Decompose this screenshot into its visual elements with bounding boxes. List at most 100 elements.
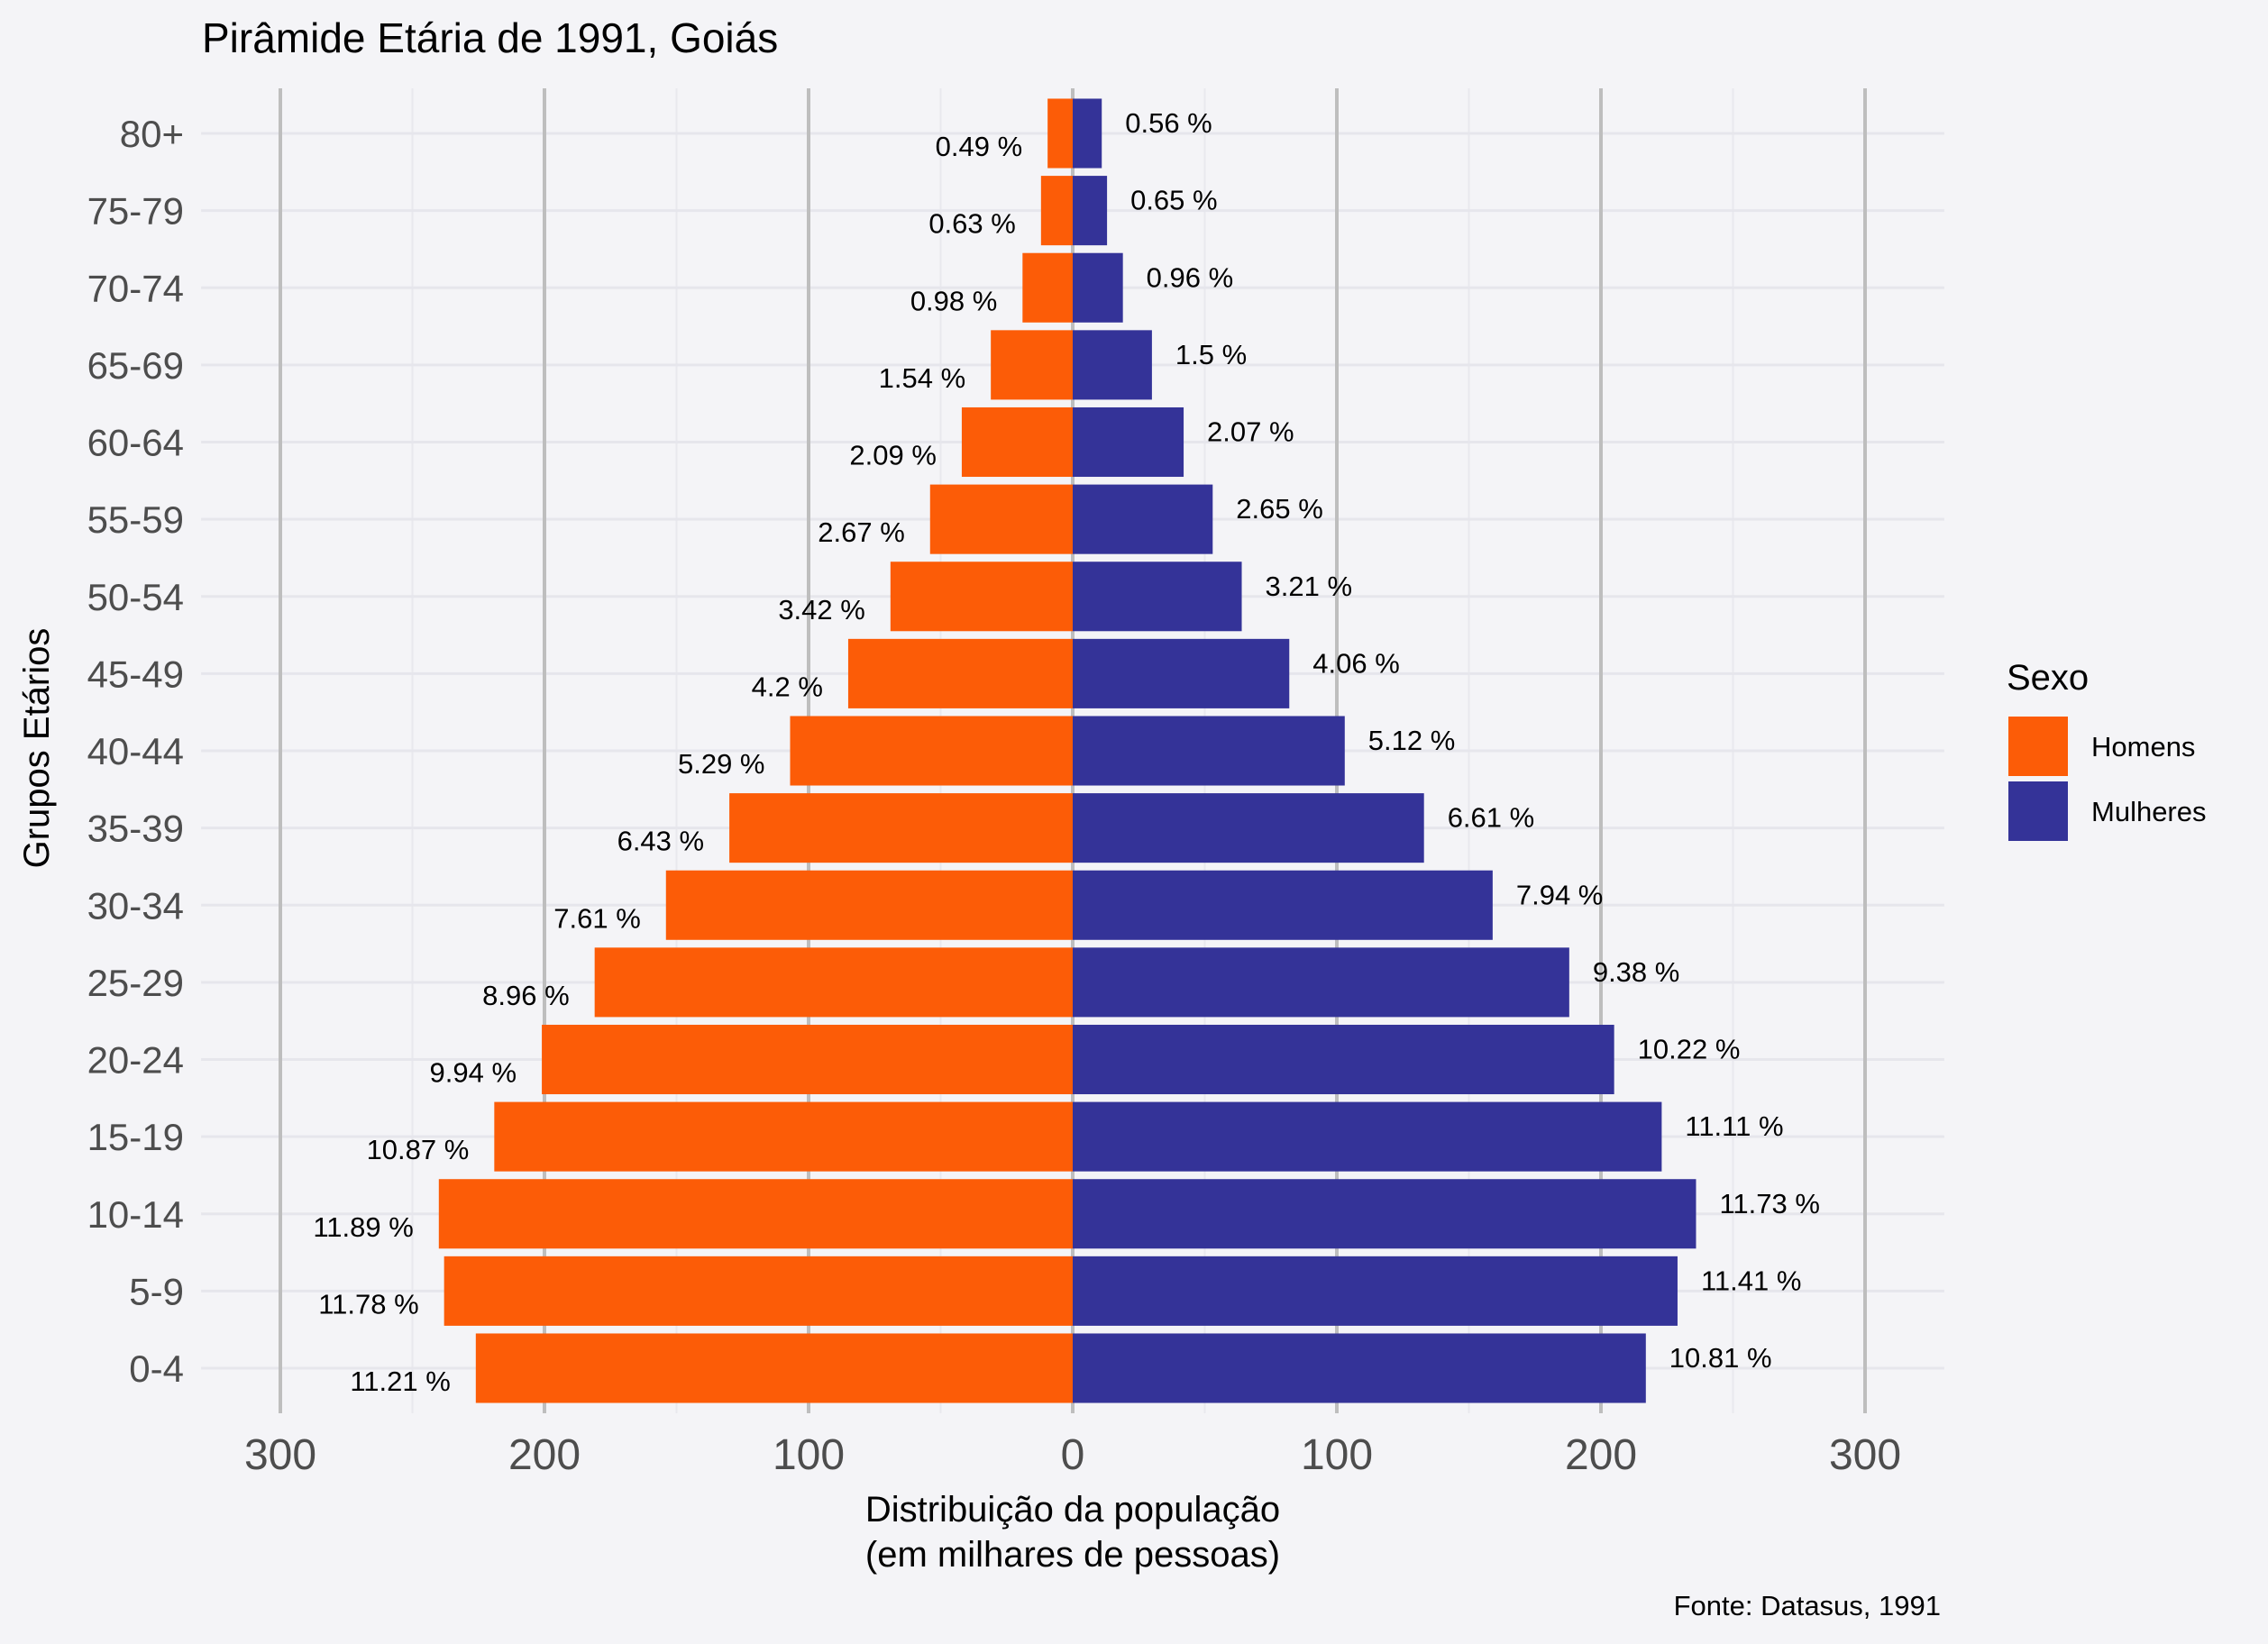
x-tick-labels: 300 200 100 0 100 200 300 <box>244 1431 1901 1479</box>
label-mulheres-65-69: 1.5 % <box>1175 339 1247 370</box>
label-mulheres-35-39: 6.61 % <box>1448 802 1535 834</box>
x-tick-label: 300 <box>244 1431 316 1479</box>
y-tick-label: 20-24 <box>87 1039 184 1082</box>
bar-homens-5-9 <box>444 1256 1073 1326</box>
label-mulheres-75-79: 0.65 % <box>1130 185 1218 216</box>
label-homens-0-4: 11.21 % <box>350 1365 450 1397</box>
x-tick-label: 200 <box>1565 1431 1637 1479</box>
label-mulheres-50-54: 3.21 % <box>1266 571 1353 602</box>
label-mulheres-25-29: 9.38 % <box>1593 956 1680 988</box>
y-tick-label: 55-59 <box>87 498 184 541</box>
x-tick-label: 200 <box>508 1431 581 1479</box>
legend-swatch-homens <box>2008 717 2068 776</box>
bar-mulheres-65-69 <box>1073 330 1152 400</box>
bar-homens-50-54 <box>890 562 1073 632</box>
label-homens-45-49: 4.2 % <box>752 671 823 702</box>
chart-caption: Fonte: Datasus, 1991 <box>1674 1590 1941 1621</box>
label-mulheres-55-59: 2.65 % <box>1236 493 1323 525</box>
label-homens-50-54: 3.42 % <box>778 594 865 626</box>
label-homens-5-9: 11.78 % <box>318 1288 418 1320</box>
y-tick-label: 40-44 <box>87 730 184 772</box>
label-mulheres-45-49: 4.06 % <box>1312 647 1400 679</box>
legend: Sexo Homens Mulheres <box>2007 658 2207 841</box>
bar-homens-80+ <box>1047 98 1073 169</box>
label-mulheres-5-9: 11.41 % <box>1701 1265 1801 1296</box>
label-homens-70-74: 0.98 % <box>910 285 998 316</box>
bar-homens-55-59 <box>929 484 1073 554</box>
bars-layer <box>438 98 1696 1403</box>
label-homens-80+: 0.49 % <box>936 131 1023 162</box>
label-homens-65-69: 1.54 % <box>879 362 966 394</box>
legend-items: Homens Mulheres <box>2008 717 2207 841</box>
bar-homens-25-29 <box>594 947 1073 1018</box>
bar-homens-40-44 <box>790 716 1073 786</box>
bar-mulheres-40-44 <box>1073 716 1345 786</box>
label-homens-35-39: 6.43 % <box>617 826 705 857</box>
label-mulheres-70-74: 0.96 % <box>1147 261 1234 293</box>
y-tick-label: 65-69 <box>87 344 184 387</box>
y-tick-label: 35-39 <box>87 808 184 850</box>
x-tick-label: 300 <box>1829 1431 1901 1479</box>
x-axis-title-line: Distribuição da população <box>865 1490 1280 1530</box>
bar-homens-15-19 <box>494 1101 1073 1172</box>
label-mulheres-40-44: 5.12 % <box>1368 725 1456 756</box>
y-tick-labels: 0-4 5-9 10-14 15-19 20-24 25-29 30-34 35-39 40-4… <box>87 113 184 1390</box>
label-mulheres-60-64: 2.07 % <box>1207 416 1294 448</box>
bar-mulheres-50-54 <box>1073 562 1242 632</box>
bar-mulheres-30-34 <box>1073 870 1493 940</box>
x-axis-title: Distribuição da população (em milhares de… <box>865 1490 1280 1575</box>
bar-mulheres-35-39 <box>1073 793 1424 863</box>
y-tick-label: 5-9 <box>129 1270 184 1312</box>
label-homens-75-79: 0.63 % <box>928 208 1016 240</box>
y-tick-label: 75-79 <box>87 190 184 233</box>
legend-title: Sexo <box>2007 658 2089 698</box>
bar-homens-30-34 <box>665 870 1073 940</box>
y-tick-label: 15-19 <box>87 1116 184 1158</box>
bar-homens-0-4 <box>475 1333 1073 1403</box>
bar-homens-35-39 <box>729 793 1073 863</box>
label-mulheres-20-24: 10.22 % <box>1638 1034 1741 1065</box>
bar-mulheres-60-64 <box>1073 406 1184 478</box>
legend-label-homens: Homens <box>2091 731 2195 763</box>
x-tick-label: 100 <box>1301 1431 1373 1479</box>
label-mulheres-30-34: 7.94 % <box>1516 879 1604 910</box>
x-axis-title-line: (em milhares de pessoas) <box>865 1535 1280 1575</box>
bar-homens-60-64 <box>961 406 1073 478</box>
y-tick-label: 70-74 <box>87 267 184 309</box>
bar-homens-65-69 <box>991 330 1073 400</box>
label-mulheres-10-14: 11.73 % <box>1719 1188 1819 1219</box>
bar-mulheres-0-4 <box>1073 1333 1646 1403</box>
y-tick-label: 25-29 <box>87 962 184 1004</box>
label-mulheres-15-19: 11.11 % <box>1685 1110 1783 1142</box>
bar-mulheres-80+ <box>1073 98 1102 169</box>
chart-title: Pirâmide Etária de 1991, Goiás <box>202 14 778 61</box>
bar-mulheres-20-24 <box>1073 1024 1614 1095</box>
bar-homens-20-24 <box>542 1024 1073 1095</box>
label-homens-15-19: 10.87 % <box>367 1134 470 1165</box>
label-homens-25-29: 8.96 % <box>482 980 570 1011</box>
bar-mulheres-10-14 <box>1073 1179 1696 1249</box>
bar-homens-45-49 <box>847 638 1073 708</box>
label-homens-55-59: 2.67 % <box>818 516 905 548</box>
bar-labels-layer: 11.21 % 10.81 % 11.78 % 11.41 % 11.89 % 11.73… <box>313 107 1820 1397</box>
bar-homens-75-79 <box>1040 176 1073 246</box>
legend-swatch-mulheres <box>2008 781 2068 841</box>
y-tick-label: 0-4 <box>129 1347 184 1390</box>
label-homens-60-64: 2.09 % <box>849 440 937 471</box>
y-axis-title: Grupos Etários <box>17 628 57 869</box>
bar-mulheres-5-9 <box>1073 1256 1678 1326</box>
bar-homens-70-74 <box>1022 252 1073 323</box>
bar-mulheres-75-79 <box>1073 176 1108 246</box>
label-homens-30-34: 7.61 % <box>553 902 641 934</box>
y-tick-label: 60-64 <box>87 422 184 464</box>
x-tick-label: 0 <box>1061 1431 1085 1479</box>
label-homens-40-44: 5.29 % <box>678 748 765 780</box>
bar-mulheres-15-19 <box>1073 1101 1662 1172</box>
x-tick-label: 100 <box>773 1431 845 1479</box>
label-mulheres-0-4: 10.81 % <box>1669 1342 1772 1374</box>
bar-mulheres-25-29 <box>1073 947 1569 1018</box>
y-tick-label: 45-49 <box>87 653 184 695</box>
bar-mulheres-55-59 <box>1073 484 1213 554</box>
label-mulheres-80+: 0.56 % <box>1125 107 1212 139</box>
